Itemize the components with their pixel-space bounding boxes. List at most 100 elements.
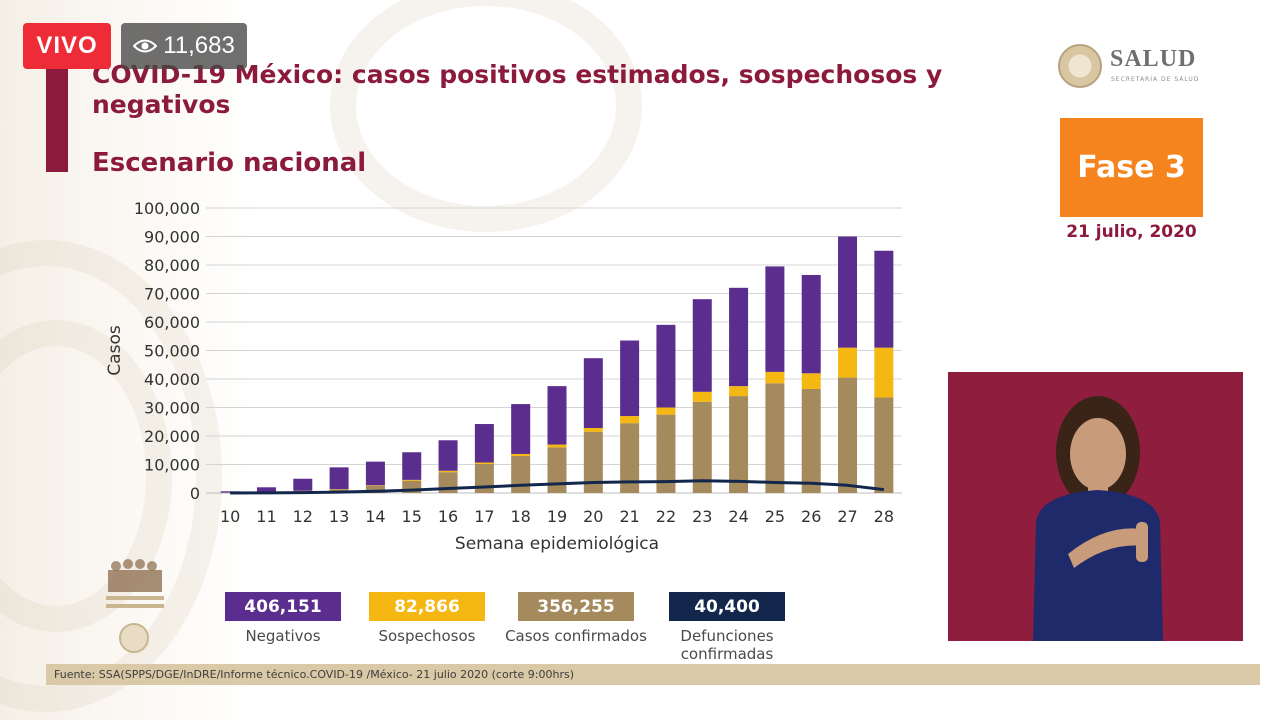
y-axis-title: Casos [105, 325, 125, 376]
x-tick-label: 12 [293, 507, 313, 526]
bar-sospechosos [729, 386, 749, 397]
x-axis-title: Semana epidemiológica [455, 534, 659, 554]
bar-negativos [656, 324, 676, 408]
bar-sospechosos [438, 470, 458, 473]
x-tick-label: 23 [692, 507, 712, 526]
x-tick-label: 22 [656, 507, 676, 526]
y-tick-label: 0 [190, 484, 200, 503]
bar-negativos [620, 340, 640, 417]
legend-value-confirmados: 356,255 [518, 592, 634, 621]
x-tick-label: 25 [765, 507, 785, 526]
x-tick-label: 27 [837, 507, 857, 526]
bar-sospechosos [656, 407, 676, 415]
legend-label-sospechosos: Sospechosos [378, 627, 476, 645]
y-tick-label: 50,000 [144, 342, 200, 361]
legend-value-negativos: 406,151 [225, 592, 341, 621]
bar-casos-confirmados [583, 431, 603, 493]
bar-negativos [365, 461, 385, 486]
coat-of-arms-icon [1058, 44, 1102, 88]
x-tick-label: 14 [365, 507, 385, 526]
x-tick-label: 13 [329, 507, 349, 526]
legend-label-negativos: Negativos [245, 627, 321, 645]
y-tick-label: 40,000 [144, 370, 200, 389]
y-tick-label: 90,000 [144, 228, 200, 247]
bar-casos-confirmados [874, 397, 894, 493]
bar-sospechosos [511, 453, 531, 456]
bar-sospechosos [474, 462, 494, 464]
y-tick-label: 20,000 [144, 427, 200, 446]
bar-casos-confirmados [365, 485, 385, 493]
bar-negativos [256, 487, 276, 492]
y-tick-label: 100,000 [134, 199, 200, 218]
x-tick-label: 28 [874, 507, 894, 526]
bar-casos-confirmados [656, 414, 676, 493]
stacked-bar-chart: 0 10,000 20,000 30,000 40,000 50,000 60,000 70,… [105, 199, 902, 554]
bar-negativos [329, 467, 349, 490]
x-tick-label: 10 [220, 507, 240, 526]
bar-sospechosos [801, 373, 821, 389]
logo-text: SALUD [1110, 46, 1197, 72]
slide-subtitle: Escenario nacional [92, 148, 367, 178]
bar-casos-confirmados [692, 401, 712, 493]
bar-sospechosos [402, 479, 422, 481]
slide-title: COVID-19 México: casos positivos estimad… [92, 60, 943, 119]
x-tick-label: 11 [256, 507, 276, 526]
x-tick-label: 20 [583, 507, 603, 526]
y-tick-label: 10,000 [144, 456, 200, 475]
legend-value-defunciones: 40,400 [669, 592, 785, 621]
bar-negativos [474, 424, 494, 463]
bar-casos-confirmados [511, 455, 531, 493]
x-tick-label: 16 [438, 507, 458, 526]
bar-casos-confirmados [620, 423, 640, 493]
legend-label-confirmados: Casos confirmados [505, 627, 647, 645]
bar-casos-confirmados [547, 447, 567, 493]
bar-negativos [838, 236, 858, 348]
viewer-count-badge: 11,683 [121, 23, 247, 69]
bar-casos-confirmados [801, 388, 821, 493]
logo-subtext: SECRETARÍA DE SALUD [1111, 76, 1200, 83]
y-tick-label: 80,000 [144, 256, 200, 275]
historical-emblem-icon [106, 559, 164, 653]
bar-sospechosos [583, 428, 603, 432]
report-date: 21 julio, 2020 [1066, 222, 1197, 242]
x-tick-label: 24 [728, 507, 748, 526]
x-tick-label: 19 [547, 507, 567, 526]
bar-sospechosos [874, 347, 894, 398]
line-defunciones-confirmadas [230, 479, 885, 495]
bar-casos-confirmados [729, 396, 749, 493]
legend-value-sospechosos: 82,866 [369, 592, 485, 621]
x-tick-label: 17 [474, 507, 494, 526]
y-tick-label: 70,000 [144, 285, 200, 304]
bar-negativos [729, 287, 749, 387]
live-badge: VIVO [23, 23, 111, 69]
phase-badge: Fase 3 [1060, 118, 1203, 217]
interpreter-figure [1033, 396, 1163, 641]
bar-sospechosos [620, 416, 640, 424]
bar-negativos [438, 440, 458, 471]
x-tick-label: 15 [402, 507, 422, 526]
eye-icon [133, 39, 158, 53]
source-footer: Fuente: SSA(SPPS/DGE/InDRE/Informe técni… [46, 664, 1260, 685]
bar-negativos [511, 404, 531, 454]
bar-negativos [692, 299, 712, 392]
viewer-count: 11,683 [163, 32, 235, 59]
bar-negativos [765, 266, 785, 372]
bar-negativos [293, 478, 313, 491]
x-tick-label: 18 [511, 507, 531, 526]
bar-casos-confirmados [838, 377, 858, 493]
bar-negativos [547, 386, 567, 445]
y-tick-label: 60,000 [144, 313, 200, 332]
bar-negativos [801, 274, 821, 374]
legend-label-defunciones: Defunciones confirmadas [680, 627, 774, 663]
x-tick-label: 21 [619, 507, 639, 526]
bar-negativos [874, 250, 894, 348]
title-accent-bar [46, 66, 68, 172]
bar-casos-confirmados [765, 383, 785, 493]
y-tick-label: 30,000 [144, 399, 200, 418]
bar-sospechosos [365, 485, 385, 486]
x-tick-label: 26 [801, 507, 821, 526]
bar-sospechosos [547, 444, 567, 448]
bar-sospechosos [838, 347, 858, 378]
sign-language-interpreter-video [948, 372, 1243, 641]
